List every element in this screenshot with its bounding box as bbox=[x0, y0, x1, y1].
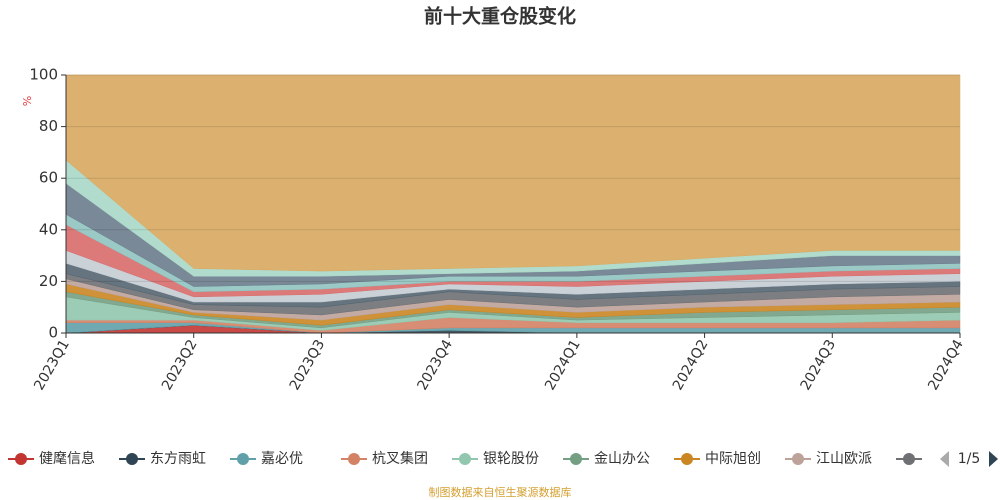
legend-label[interactable]: 健麾信息 bbox=[39, 450, 95, 467]
legend-page: 1/5 bbox=[958, 451, 981, 467]
x-tick-label: 2024Q3 bbox=[798, 337, 840, 393]
chart-title: 前十大重仓股变化 bbox=[424, 5, 576, 28]
x-tick-label: 2023Q1 bbox=[31, 337, 73, 393]
legend-marker bbox=[570, 453, 582, 465]
y-tick-label: 0 bbox=[48, 324, 58, 342]
legend-label[interactable]: 中际旭创 bbox=[705, 451, 761, 467]
legend-marker bbox=[459, 453, 471, 465]
legend-marker bbox=[348, 453, 360, 465]
legend-prev[interactable] bbox=[940, 451, 949, 467]
legend-marker bbox=[903, 453, 915, 465]
legend-marker bbox=[126, 453, 138, 465]
legend-label[interactable]: 银轮股份 bbox=[483, 451, 539, 467]
x-tick-label: 2023Q3 bbox=[287, 337, 329, 393]
y-tick-label: 100 bbox=[29, 66, 58, 84]
y-tick-label: 60 bbox=[39, 169, 58, 187]
legend-label[interactable]: 江山欧派 bbox=[816, 451, 872, 467]
legend-label[interactable]: 东方雨虹 bbox=[150, 451, 206, 467]
x-tick-label: 2023Q4 bbox=[414, 337, 456, 393]
legend-label[interactable]: 金山办公 bbox=[594, 451, 650, 467]
x-tick-label: 2024Q4 bbox=[925, 337, 967, 393]
y-axis-label: % bbox=[21, 96, 34, 106]
legend-label[interactable]: 嘉必优 bbox=[261, 451, 303, 467]
y-tick-label: 40 bbox=[39, 220, 58, 238]
legend-marker bbox=[681, 453, 693, 465]
legend-marker bbox=[792, 453, 804, 465]
source-note: 制图数据来自恒生聚源数据库 bbox=[429, 485, 572, 499]
legend-marker bbox=[237, 453, 249, 465]
legend-marker bbox=[15, 453, 27, 465]
legend-label[interactable]: 杭叉集团 bbox=[372, 450, 428, 467]
y-tick-label: 80 bbox=[39, 117, 58, 135]
y-tick-label: 20 bbox=[39, 272, 58, 290]
legend-label[interactable]: 山 bbox=[927, 451, 941, 467]
legend-next[interactable] bbox=[989, 451, 998, 467]
x-tick-label: 2024Q1 bbox=[542, 337, 584, 393]
x-tick-label: 2023Q2 bbox=[159, 337, 201, 393]
area bbox=[65, 74, 961, 272]
x-tick-label: 2024Q2 bbox=[670, 337, 712, 393]
